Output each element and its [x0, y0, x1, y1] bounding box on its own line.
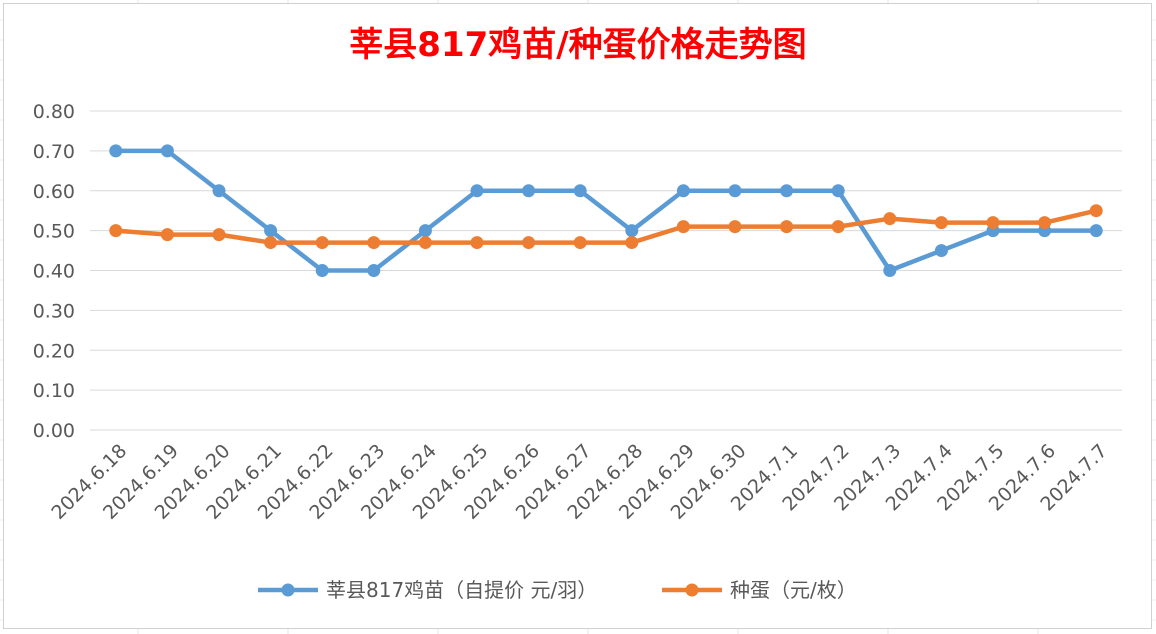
y-tick-label: 0.50 — [33, 221, 75, 243]
data-point — [470, 184, 484, 198]
data-point — [573, 236, 587, 250]
chart-title: 莘县817鸡苗/种蛋价格走势图 — [349, 25, 806, 65]
x-axis-tick-labels: 2024.6.182024.6.192024.6.202024.6.212024… — [47, 440, 1111, 524]
data-point — [160, 144, 174, 158]
data-point — [522, 184, 536, 198]
series — [109, 204, 1103, 250]
data-point — [676, 220, 690, 234]
data-point — [264, 224, 278, 238]
data-point — [625, 224, 639, 238]
data-point — [831, 220, 845, 234]
data-point — [109, 144, 123, 158]
legend-marker — [281, 583, 295, 597]
data-point — [470, 236, 484, 250]
data-point — [728, 184, 742, 198]
data-point — [986, 216, 1000, 230]
series-lines — [109, 144, 1103, 277]
y-tick-label: 0.30 — [33, 300, 75, 322]
data-point — [109, 224, 123, 238]
data-point — [522, 236, 536, 250]
series — [109, 144, 1103, 277]
data-point — [160, 228, 174, 242]
data-point — [883, 212, 897, 226]
data-point — [780, 184, 794, 198]
data-point — [676, 184, 690, 198]
chart-frame — [3, 3, 1152, 629]
data-point — [1038, 216, 1052, 230]
data-point — [1089, 204, 1103, 218]
legend-label: 莘县817鸡苗（自提价 元/羽） — [326, 578, 597, 602]
legend: 莘县817鸡苗（自提价 元/羽） 种蛋（元/枚） — [258, 578, 857, 602]
series-line — [115, 148, 1097, 273]
legend-marker — [685, 583, 699, 597]
data-point — [264, 236, 278, 250]
y-tick-label: 0.20 — [33, 340, 75, 362]
data-point — [780, 220, 794, 234]
y-tick-label: 0.70 — [33, 141, 75, 163]
series-line — [115, 208, 1097, 245]
legend-label: 种蛋（元/枚） — [730, 578, 857, 602]
data-point — [315, 236, 329, 250]
legend-item: 莘县817鸡苗（自提价 元/羽） — [258, 578, 597, 602]
data-point — [883, 264, 897, 277]
y-tick-label: 0.40 — [33, 261, 75, 283]
y-tick-label: 0.10 — [33, 380, 75, 402]
y-tick-label: 0.00 — [33, 420, 75, 442]
y-tick-label: 0.60 — [33, 181, 75, 203]
data-point — [315, 264, 329, 277]
data-point — [934, 244, 948, 258]
data-point — [367, 236, 381, 250]
data-point — [728, 220, 742, 234]
data-point — [1089, 224, 1103, 238]
data-point — [418, 224, 432, 238]
data-point — [212, 184, 226, 198]
data-point — [418, 236, 432, 250]
gridlines — [90, 110, 1122, 431]
y-axis-tick-labels: 0.00 0.10 0.20 0.30 0.40 0.50 0.60 0.70 0.80 — [33, 101, 75, 442]
data-point — [934, 216, 948, 230]
legend-item: 种蛋（元/枚） — [662, 578, 857, 602]
data-point — [212, 228, 226, 242]
data-point — [831, 184, 845, 198]
data-point — [367, 264, 381, 277]
data-point — [625, 236, 639, 250]
y-tick-label: 0.80 — [33, 101, 75, 123]
data-point — [573, 184, 587, 198]
